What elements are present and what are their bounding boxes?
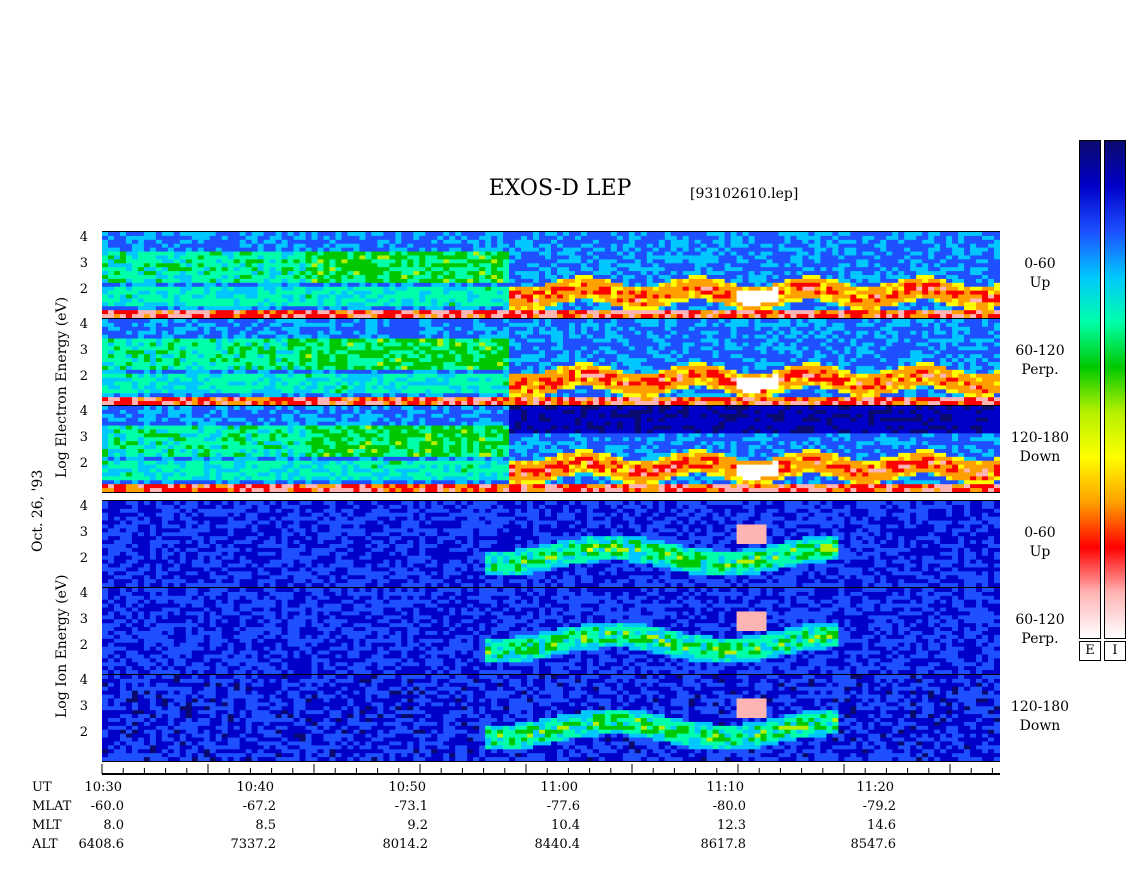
y-tick-label: 3 (79, 342, 88, 358)
y-tick-label: 3 (79, 255, 88, 271)
time-row-value: 6408.6 (78, 837, 125, 852)
time-row-value: -73.1 (394, 799, 428, 814)
time-row-value: 8440.4 (534, 837, 581, 852)
panel-ion-perp (102, 587, 1000, 675)
y-tick-label: 4 (79, 229, 88, 245)
time-row-value: 11:20 (856, 780, 894, 795)
electron-colorbar-label: E (1079, 641, 1101, 661)
y-tick-label: 3 (79, 611, 88, 627)
y-tick-label: 3 (79, 524, 88, 540)
panel-pitch-label: 120-180 Down (1010, 699, 1070, 734)
panel-electron-down (102, 405, 1000, 493)
chart-title: EXOS-D LEP (488, 176, 632, 201)
ion-y-axis-label: Log Ion Energy (eV) (54, 574, 70, 718)
time-row-value: 8014.2 (382, 837, 429, 852)
panel-pitch-label: 0-60 Up (1024, 256, 1056, 291)
time-row-value: 7337.2 (230, 837, 277, 852)
y-tick-label: 2 (79, 724, 88, 740)
y-tick-label: 2 (79, 550, 88, 566)
y-tick-label: 4 (79, 498, 88, 514)
panel-pitch-label: 120-180 Down (1010, 430, 1070, 465)
file-name: [93102610.lep] (690, 186, 799, 202)
y-tick-label: 2 (79, 368, 88, 384)
time-row-value: 11:00 (540, 780, 578, 795)
time-row-label: MLAT (32, 799, 72, 814)
time-row-value: 10:50 (388, 780, 426, 795)
y-tick-label: 2 (79, 637, 88, 653)
time-row-value: 11:10 (706, 780, 744, 795)
time-row-label: UT (32, 780, 52, 795)
y-tick-label: 3 (79, 429, 88, 445)
x-axis (101, 764, 1000, 775)
ion-colorbar-label: I (1104, 641, 1126, 661)
y-tick-label: 4 (79, 403, 88, 419)
panel-ion-down (102, 674, 1000, 762)
time-row-value: 8547.6 (850, 837, 897, 852)
time-row-value: 12.3 (717, 818, 746, 833)
panel-pitch-label: 0-60 Up (1024, 525, 1056, 560)
y-tick-label: 4 (79, 316, 88, 332)
y-tick-label: 4 (79, 672, 88, 688)
y-tick-label: 4 (79, 585, 88, 601)
time-row-value: 9.2 (407, 818, 428, 833)
time-row-value: 14.6 (867, 818, 896, 833)
y-tick-label: 3 (79, 698, 88, 714)
time-row-value: 10.4 (551, 818, 580, 833)
time-row-value: 10:40 (236, 780, 274, 795)
time-row-value: -77.6 (546, 799, 580, 814)
time-row-value: 8617.8 (700, 837, 747, 852)
time-row-value: -79.2 (862, 799, 896, 814)
time-row-value: 8.0 (103, 818, 124, 833)
electron-y-axis-label: Log Electron Energy (eV) (54, 296, 70, 478)
time-row-value: 8.5 (255, 818, 276, 833)
panel-electron-perp (102, 318, 1000, 406)
panel-electron-up (102, 231, 1000, 319)
time-row-value: -80.0 (712, 799, 746, 814)
time-row-label: MLT (32, 818, 62, 833)
y-tick-label: 2 (79, 455, 88, 471)
panel-pitch-label: 60-120 Perp. (1015, 343, 1065, 378)
time-row-label: ALT (32, 837, 58, 852)
date-label: Oct. 26, '93 (30, 469, 46, 552)
y-tick-label: 2 (79, 281, 88, 297)
panel-ion-up (102, 500, 1000, 588)
panel-pitch-label: 60-120 Perp. (1015, 612, 1065, 647)
electron-colorbar (1079, 140, 1101, 639)
time-row-value: 10:30 (84, 780, 122, 795)
time-row-value: -60.0 (90, 799, 124, 814)
ion-colorbar (1104, 140, 1126, 639)
time-row-value: -67.2 (242, 799, 276, 814)
